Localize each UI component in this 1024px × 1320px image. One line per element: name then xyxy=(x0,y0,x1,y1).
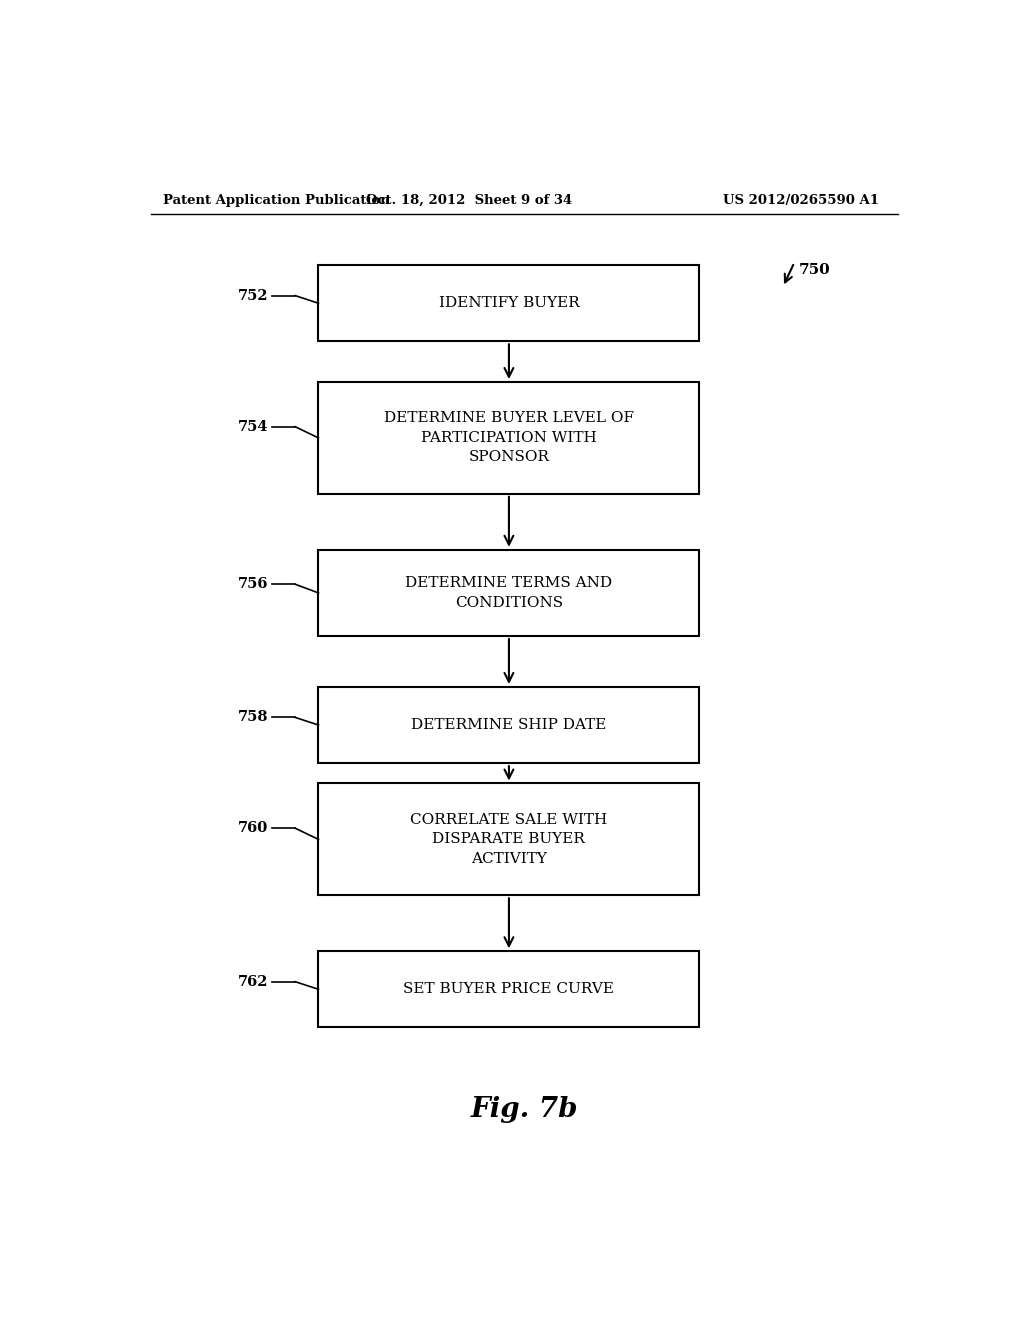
Text: DETERMINE SHIP DATE: DETERMINE SHIP DATE xyxy=(412,718,606,733)
Text: 758: 758 xyxy=(238,710,268,725)
Bar xyxy=(318,549,699,636)
Bar xyxy=(318,952,699,1027)
Text: 754: 754 xyxy=(238,420,268,434)
Text: 750: 750 xyxy=(799,263,830,277)
Text: CORRELATE SALE WITH
DISPARATE BUYER
ACTIVITY: CORRELATE SALE WITH DISPARATE BUYER ACTI… xyxy=(411,813,607,866)
Text: 752: 752 xyxy=(238,289,268,302)
Bar xyxy=(318,686,699,763)
Text: IDENTIFY BUYER: IDENTIFY BUYER xyxy=(438,296,580,310)
Text: 762: 762 xyxy=(238,974,268,989)
Text: DETERMINE BUYER LEVEL OF
PARTICIPATION WITH
SPONSOR: DETERMINE BUYER LEVEL OF PARTICIPATION W… xyxy=(384,412,634,465)
Text: 760: 760 xyxy=(238,821,268,836)
Text: 756: 756 xyxy=(238,577,268,591)
Text: US 2012/0265590 A1: US 2012/0265590 A1 xyxy=(723,194,880,207)
Text: Fig. 7b: Fig. 7b xyxy=(471,1096,579,1123)
Text: SET BUYER PRICE CURVE: SET BUYER PRICE CURVE xyxy=(403,982,614,997)
Bar xyxy=(318,265,699,342)
Bar xyxy=(318,784,699,895)
Text: Patent Application Publication: Patent Application Publication xyxy=(163,194,389,207)
Text: DETERMINE TERMS AND
CONDITIONS: DETERMINE TERMS AND CONDITIONS xyxy=(406,576,612,610)
Bar xyxy=(318,381,699,494)
Text: Oct. 18, 2012  Sheet 9 of 34: Oct. 18, 2012 Sheet 9 of 34 xyxy=(367,194,572,207)
